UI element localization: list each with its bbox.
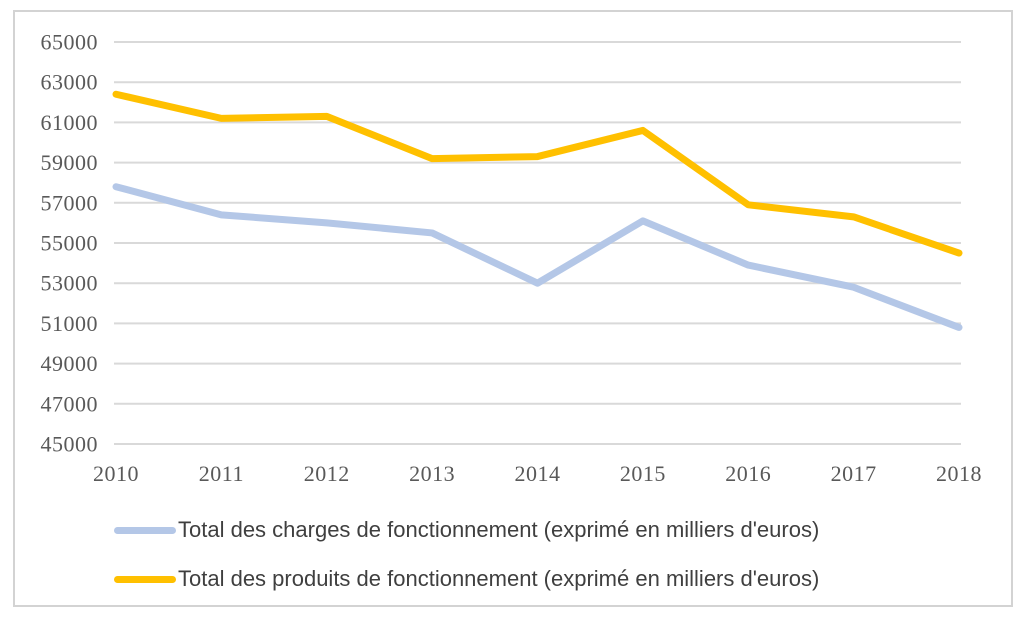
y-tick-label: 53000	[41, 271, 99, 296]
x-tick-label: 2013	[409, 461, 455, 486]
y-tick-label: 61000	[41, 110, 99, 135]
x-tick-label: 2012	[304, 461, 350, 486]
x-tick-label: 2014	[515, 461, 561, 486]
series-line-produits	[112, 90, 963, 257]
y-tick-label: 59000	[41, 150, 99, 175]
x-tick-label: 2011	[199, 461, 244, 486]
legend-item-charges: Total des charges de fonctionnement (exp…	[114, 517, 819, 543]
y-tick-label: 51000	[41, 311, 99, 336]
y-tick-label: 49000	[41, 351, 99, 376]
y-tick-label: 55000	[41, 231, 99, 256]
legend-swatch-produits	[114, 575, 176, 583]
y-tick-label: 65000	[41, 30, 99, 55]
y-tick-label: 57000	[41, 190, 99, 215]
chart-border-box: 45000 47000 49000 51000 53000 55000 57000 59000…	[13, 10, 1013, 607]
x-tick-label: 2016	[725, 461, 771, 486]
series-line-charges	[112, 183, 963, 331]
legend-label-produits: Total des produits de fonctionnement (ex…	[178, 566, 820, 591]
x-tick-label: 2017	[831, 461, 877, 486]
legend-item-produits: Total des produits de fonctionnement (ex…	[114, 566, 819, 592]
legend-swatch-charges	[114, 526, 176, 534]
y-tick-label: 63000	[41, 70, 99, 95]
x-tick-label: 2015	[620, 461, 666, 486]
x-tick-label: 2018	[936, 461, 982, 486]
legend-label-charges: Total des charges de fonctionnement (exp…	[178, 517, 820, 542]
x-tick-label: 2010	[93, 461, 139, 486]
line-chart-plot: 45000 47000 49000 51000 53000 55000 57000 59000…	[41, 30, 982, 487]
y-tick-label: 45000	[41, 432, 99, 457]
y-tick-label: 47000	[41, 391, 99, 416]
